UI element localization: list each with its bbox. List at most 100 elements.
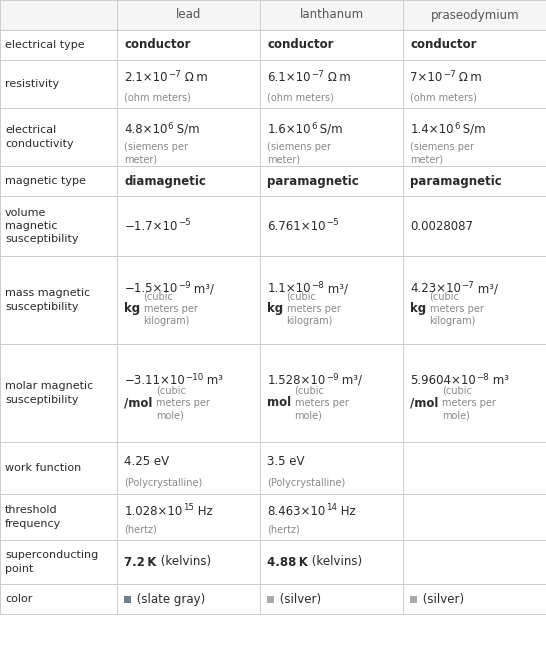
- Text: electrical
conductivity: electrical conductivity: [5, 126, 74, 149]
- Text: kg: kg: [411, 302, 426, 315]
- Text: Hz: Hz: [194, 505, 212, 518]
- Text: 14: 14: [326, 503, 337, 513]
- Text: (ohm meters): (ohm meters): [268, 92, 334, 103]
- Text: (ohm meters): (ohm meters): [124, 92, 191, 103]
- Bar: [0, 166, 546, 196]
- Text: −8: −8: [311, 281, 324, 290]
- Text: −1.5×10: −1.5×10: [124, 282, 177, 295]
- Text: (siemens per
meter): (siemens per meter): [411, 142, 474, 164]
- Text: (siemens per
meter): (siemens per meter): [124, 142, 188, 164]
- Text: −7: −7: [168, 70, 181, 79]
- Text: lanthanum: lanthanum: [300, 9, 364, 22]
- Text: S/m: S/m: [460, 123, 486, 136]
- Text: m³/: m³/: [474, 282, 498, 295]
- Text: (kelvins): (kelvins): [157, 555, 211, 569]
- Text: 2.1×10: 2.1×10: [124, 71, 168, 84]
- Text: Ω m: Ω m: [455, 71, 482, 84]
- Text: praseodymium: praseodymium: [430, 9, 519, 22]
- Text: magnetic type: magnetic type: [5, 176, 86, 186]
- Text: 1.028×10: 1.028×10: [124, 505, 183, 518]
- Text: 4.88 K: 4.88 K: [268, 555, 308, 569]
- Text: 5.9604×10: 5.9604×10: [411, 374, 476, 387]
- Text: Ω m: Ω m: [324, 71, 351, 84]
- Text: paramagnetic: paramagnetic: [411, 174, 502, 188]
- Bar: [0, 256, 546, 344]
- Text: 6.761×10: 6.761×10: [268, 220, 326, 232]
- Text: m³: m³: [489, 374, 509, 387]
- Text: −7: −7: [311, 70, 324, 79]
- Text: /mol: /mol: [411, 396, 439, 409]
- Text: 1.1×10: 1.1×10: [268, 282, 311, 295]
- Text: mol: mol: [268, 396, 292, 409]
- Bar: [411, 595, 418, 603]
- Text: 6: 6: [454, 122, 460, 131]
- Text: −7: −7: [461, 281, 474, 290]
- Text: /mol: /mol: [124, 396, 153, 409]
- Bar: [0, 584, 546, 614]
- Text: Ω m: Ω m: [181, 71, 207, 84]
- Text: (siemens per
meter): (siemens per meter): [268, 142, 331, 164]
- Bar: [0, 108, 546, 166]
- Text: 0.0028087: 0.0028087: [411, 220, 473, 232]
- Text: (hertz): (hertz): [268, 525, 300, 535]
- Text: 1.6×10: 1.6×10: [268, 123, 311, 136]
- Text: (cubic
meters per
kilogram): (cubic meters per kilogram): [144, 291, 198, 326]
- Text: −5: −5: [178, 218, 191, 227]
- Text: −3.11×10: −3.11×10: [124, 374, 185, 387]
- Text: paramagnetic: paramagnetic: [268, 174, 359, 188]
- Text: (cubic
meters per
kilogram): (cubic meters per kilogram): [287, 291, 341, 326]
- Text: (cubic
meters per
mole): (cubic meters per mole): [156, 386, 210, 420]
- Text: (kelvins): (kelvins): [308, 555, 363, 569]
- Text: m³/: m³/: [190, 282, 214, 295]
- Text: (silver): (silver): [276, 592, 322, 605]
- Text: S/m: S/m: [173, 123, 200, 136]
- Text: −1.7×10: −1.7×10: [124, 220, 178, 232]
- Text: (Polycrystalline): (Polycrystalline): [268, 478, 346, 488]
- Text: conductor: conductor: [411, 39, 477, 51]
- Text: Hz: Hz: [337, 505, 355, 518]
- Text: 4.23×10: 4.23×10: [411, 282, 461, 295]
- Bar: [124, 595, 132, 603]
- Text: (cubic
meters per
kilogram): (cubic meters per kilogram): [430, 291, 484, 326]
- Text: −8: −8: [476, 372, 489, 382]
- Text: −7: −7: [443, 70, 455, 79]
- Text: kg: kg: [124, 302, 140, 315]
- Bar: [0, 30, 546, 60]
- Text: mass magnetic
susceptibility: mass magnetic susceptibility: [5, 288, 90, 312]
- Bar: [0, 0, 546, 30]
- Bar: [0, 344, 546, 442]
- Text: (cubic
meters per
mole): (cubic meters per mole): [295, 386, 348, 420]
- Text: (ohm meters): (ohm meters): [411, 92, 477, 103]
- Bar: [0, 442, 546, 494]
- Text: (hertz): (hertz): [124, 525, 157, 535]
- Text: −9: −9: [177, 281, 190, 290]
- Text: 4.25 eV: 4.25 eV: [124, 455, 169, 468]
- Text: m³/: m³/: [324, 282, 348, 295]
- Text: 8.463×10: 8.463×10: [268, 505, 326, 518]
- Text: conductor: conductor: [124, 39, 191, 51]
- Text: −5: −5: [326, 218, 339, 227]
- Bar: [0, 196, 546, 256]
- Text: m³/: m³/: [339, 374, 363, 387]
- Text: 4.8×10: 4.8×10: [124, 123, 168, 136]
- Bar: [0, 60, 546, 108]
- Bar: [268, 595, 275, 603]
- Text: resistivity: resistivity: [5, 79, 59, 89]
- Text: volume
magnetic
susceptibility: volume magnetic susceptibility: [5, 208, 79, 244]
- Text: molar magnetic
susceptibility: molar magnetic susceptibility: [5, 382, 93, 405]
- Text: 1.528×10: 1.528×10: [268, 374, 326, 387]
- Bar: [0, 540, 546, 584]
- Text: diamagnetic: diamagnetic: [124, 174, 206, 188]
- Text: −9: −9: [326, 372, 339, 382]
- Text: work function: work function: [5, 463, 81, 473]
- Text: 6.1×10: 6.1×10: [268, 71, 311, 84]
- Text: (Polycrystalline): (Polycrystalline): [124, 478, 203, 488]
- Text: m³: m³: [204, 374, 223, 387]
- Text: lead: lead: [176, 9, 201, 22]
- Text: 7.2 K: 7.2 K: [124, 555, 157, 569]
- Text: kg: kg: [268, 302, 283, 315]
- Text: 1.4×10: 1.4×10: [411, 123, 454, 136]
- Text: S/m: S/m: [317, 123, 343, 136]
- Text: 15: 15: [183, 503, 194, 513]
- Text: conductor: conductor: [268, 39, 334, 51]
